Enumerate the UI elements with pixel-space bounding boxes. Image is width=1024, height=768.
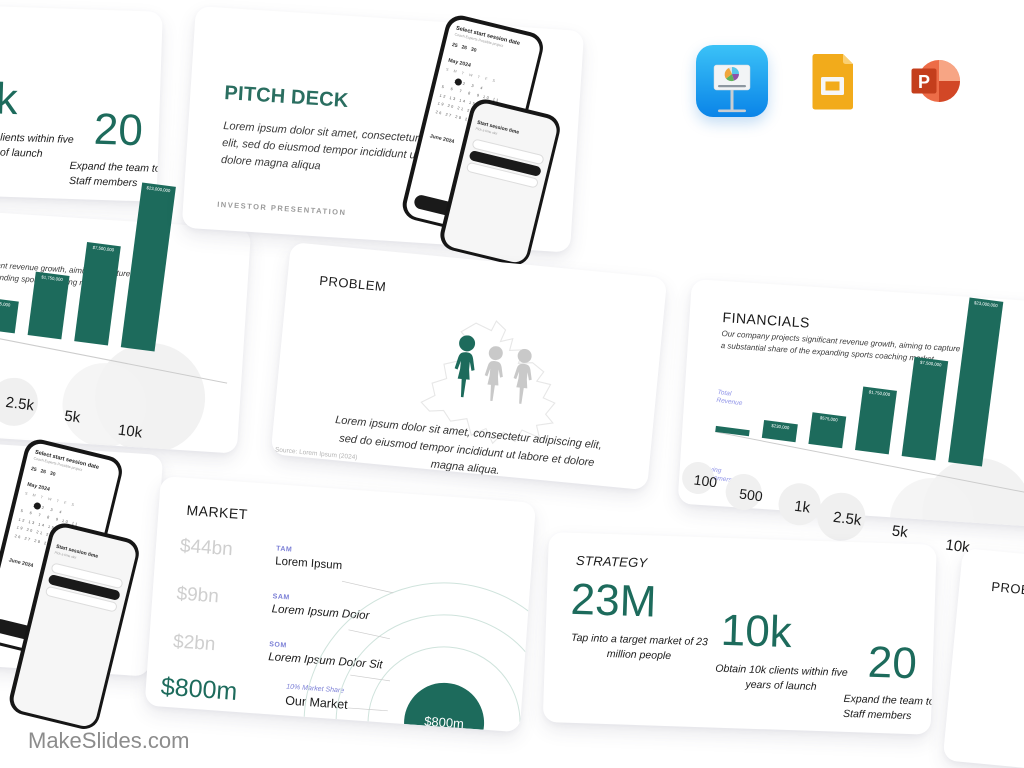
svg-text:P: P <box>918 72 930 92</box>
svg-text:$800m: $800m <box>424 713 465 731</box>
